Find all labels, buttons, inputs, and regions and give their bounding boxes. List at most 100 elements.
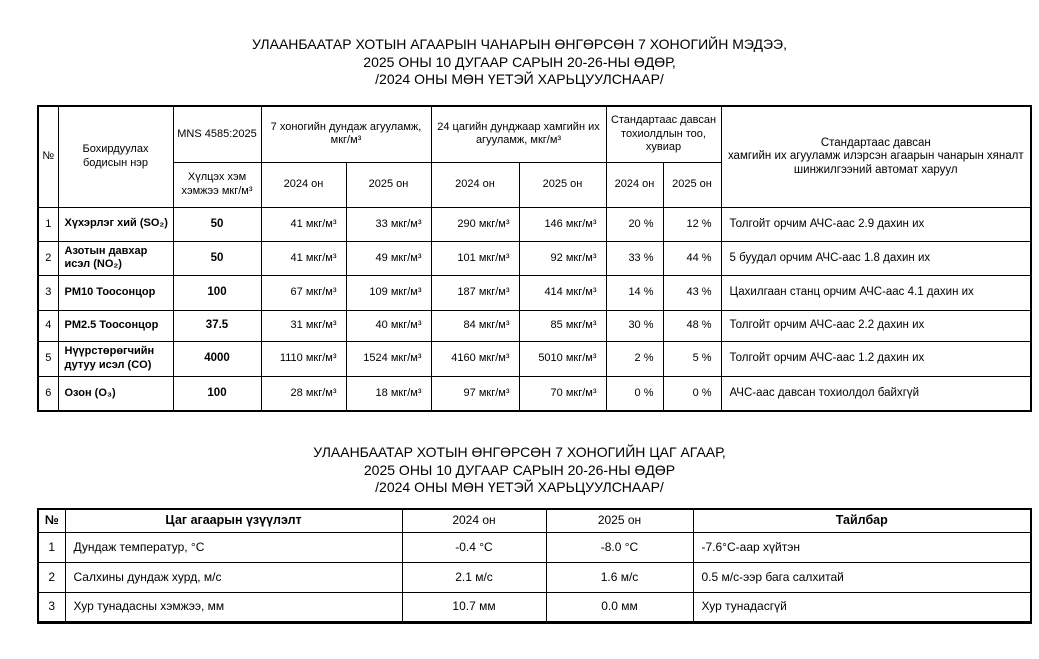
pollutant-name: Азотын давхар исэл (NO₂) (57, 240, 174, 276)
pollutant-name: Озон (O₃) (57, 375, 174, 412)
exceed-2024-percent: 0 % (605, 375, 664, 412)
avg-2024-value: 41 мкг/м³ (260, 206, 347, 242)
weather-col-header-indicator: Цаг агаарын үзүүлэлт (64, 508, 403, 533)
col-header-limit: Хүлцэх хэм хэмжээ мкг/м³ (172, 161, 262, 208)
weather-col-header-2024: 2024 он (401, 508, 547, 533)
weather-col-header-2025: 2025 он (545, 508, 694, 533)
col-header-mns-standard: MNS 4585:2025 (172, 105, 262, 163)
col-header-avg-2025: 2025 он (345, 161, 432, 208)
weather-2024-value: 10.7 мм (401, 591, 547, 623)
weather-note: -7.6°С-аар хүйтэн (692, 531, 1032, 563)
station-note: Толгойт орчим АЧС-аас 2.2 дахин их (720, 309, 1032, 342)
max-2024-value: 97 мкг/м³ (430, 375, 520, 412)
weather-indicator: Дундаж температур, °С (64, 531, 403, 563)
air-title-line-3: /2024 ОНЫ МӨН ҮЕТЭЙ ХАРЬЦУУЛСНААР/ (375, 71, 664, 87)
table-row: 6 Озон (O₃) 100 28 мкг/м³ 18 мкг/м³ 97 м… (37, 375, 1032, 412)
max-2025-value: 5010 мкг/м³ (518, 340, 607, 377)
avg-2024-value: 1110 мкг/м³ (260, 340, 347, 377)
table-row: 4 PM2.5 Тоосонцор 37.5 31 мкг/м³ 40 мкг/… (37, 309, 1032, 342)
station-header-line-1: Стандартаас давсан (820, 136, 931, 149)
max-2025-value: 70 мкг/м³ (518, 375, 607, 412)
pollutant-name: Хүхэрлэг хий (SO₂) (57, 206, 174, 242)
row-number: 3 (37, 274, 59, 311)
weather-title-line-1: УЛААНБААТАР ХОТЫН ӨНГӨРСӨН 7 ХОНОГИЙН ЦА… (313, 444, 726, 460)
air-title-line-1: УЛААНБААТАР ХОТЫН АГААРЫН ЧАНАРЫН ӨНГӨРС… (251, 36, 787, 52)
max-2025-value: 92 мкг/м³ (518, 240, 607, 276)
exceed-2024-percent: 20 % (605, 206, 664, 242)
max-2024-value: 84 мкг/м³ (430, 309, 520, 342)
avg-2024-value: 67 мкг/м³ (260, 274, 347, 311)
station-note: АЧС-аас давсан тохиолдол байхгүй (720, 375, 1032, 412)
table-row: 2 Азотын давхар исэл (NO₂) 50 41 мкг/м³ … (37, 240, 1032, 276)
col-header-max-2024: 2024 он (430, 161, 520, 208)
row-number: 3 (37, 591, 66, 623)
weather-title-line-3: /2024 ОНЫ МӨН ҮЕТЭЙ ХАРЬЦУУЛСНААР/ (375, 479, 664, 495)
table-row: 5 Нүүрстөрөгчийн дутуу исэл (CO) 4000 11… (37, 340, 1032, 377)
col-header-exceed-2024: 2024 он (605, 161, 664, 208)
pollutant-name: PM2.5 Тоосонцор (57, 309, 174, 342)
weather-2024-value: -0.4 °С (401, 531, 547, 563)
col-header-max-2025: 2025 он (518, 161, 607, 208)
avg-2025-value: 1524 мкг/м³ (345, 340, 432, 377)
station-note: Толгойт орчим АЧС-аас 2.9 дахин их (720, 206, 1032, 242)
limit-value: 4000 (172, 340, 262, 377)
weather-indicator: Хур тунадасны хэмжээ, мм (64, 591, 403, 623)
exceed-2024-percent: 14 % (605, 274, 664, 311)
limit-value: 50 (172, 240, 262, 276)
avg-2024-value: 41 мкг/м³ (260, 240, 347, 276)
weather-2025-value: 0.0 мм (545, 591, 694, 623)
exceed-2024-percent: 33 % (605, 240, 664, 276)
pollutant-name: Нүүрстөрөгчийн дутуу исэл (CO) (57, 340, 174, 377)
row-number: 2 (37, 240, 59, 276)
station-note: Цахилгаан станц орчим АЧС-аас 4.1 дахин … (720, 274, 1032, 311)
weather-2025-value: -8.0 °С (545, 531, 694, 563)
limit-value: 100 (172, 274, 262, 311)
exceed-2025-percent: 44 % (662, 240, 722, 276)
weather-col-header-no: № (37, 508, 66, 533)
col-header-no: № (37, 105, 59, 208)
weather-2024-value: 2.1 м/с (401, 561, 547, 593)
avg-2025-value: 40 мкг/м³ (345, 309, 432, 342)
station-note: Толгойт орчим АЧС-аас 1.2 дахин их (720, 340, 1032, 377)
table-row: 1 Дундаж температур, °С -0.4 °С -8.0 °С … (37, 531, 1032, 563)
weather-col-header-note: Тайлбар (692, 508, 1032, 533)
avg-2024-value: 31 мкг/м³ (260, 309, 347, 342)
weather-note: 0.5 м/с-ээр бага салхитай (692, 561, 1032, 593)
weather-report-title: УЛААНБААТАР ХОТЫН ӨНГӨРСӨН 7 ХОНОГИЙН ЦА… (0, 444, 1039, 497)
avg-2025-value: 18 мкг/м³ (345, 375, 432, 412)
max-2025-value: 85 мкг/м³ (518, 309, 607, 342)
air-quality-table: № Бохирдуулах бодисын нэр MNS 4585:2025 … (37, 105, 1033, 412)
exceed-2025-percent: 0 % (662, 375, 722, 412)
col-header-station: Стандартаас давсан хамгийн их агууламж и… (720, 105, 1032, 208)
limit-value: 50 (172, 206, 262, 242)
row-number: 2 (37, 561, 66, 593)
weather-2025-value: 1.6 м/с (545, 561, 694, 593)
max-2024-value: 187 мкг/м³ (430, 274, 520, 311)
avg-2025-value: 49 мкг/м³ (345, 240, 432, 276)
exceed-2025-percent: 48 % (662, 309, 722, 342)
max-2024-value: 290 мкг/м³ (430, 206, 520, 242)
table-row: 2 Салхины дундаж хурд, м/с 2.1 м/с 1.6 м… (37, 561, 1032, 593)
max-2024-value: 101 мкг/м³ (430, 240, 520, 276)
table-row: 3 Хур тунадасны хэмжээ, мм 10.7 мм 0.0 м… (37, 591, 1032, 623)
weather-indicator: Салхины дундаж хурд, м/с (64, 561, 403, 593)
col-header-avg-2024: 2024 он (260, 161, 347, 208)
avg-2025-value: 109 мкг/м³ (345, 274, 432, 311)
pollutant-name: PM10 Тоосонцор (57, 274, 174, 311)
col-header-pollutant: Бохирдуулах бодисын нэр (57, 105, 174, 208)
max-2025-value: 146 мкг/м³ (518, 206, 607, 242)
limit-value: 100 (172, 375, 262, 412)
table-row: 3 PM10 Тоосонцор 100 67 мкг/м³ 109 мкг/м… (37, 274, 1032, 311)
exceed-2025-percent: 43 % (662, 274, 722, 311)
row-number: 5 (37, 340, 59, 377)
exceed-2025-percent: 12 % (662, 206, 722, 242)
row-number: 6 (37, 375, 59, 412)
weather-title-line-2: 2025 ОНЫ 10 ДУГААР САРЫН 20-26-НЫ ӨДӨР (363, 461, 676, 478)
row-number: 4 (37, 309, 59, 342)
station-note: 5 буудал орчим АЧС-аас 1.8 дахин их (720, 240, 1032, 276)
max-2025-value: 414 мкг/м³ (518, 274, 607, 311)
exceed-2024-percent: 30 % (605, 309, 664, 342)
exceed-2025-percent: 5 % (662, 340, 722, 377)
col-header-exceedance: Стандартаас давсан тохиолдлын тоо, хувиа… (605, 105, 722, 163)
